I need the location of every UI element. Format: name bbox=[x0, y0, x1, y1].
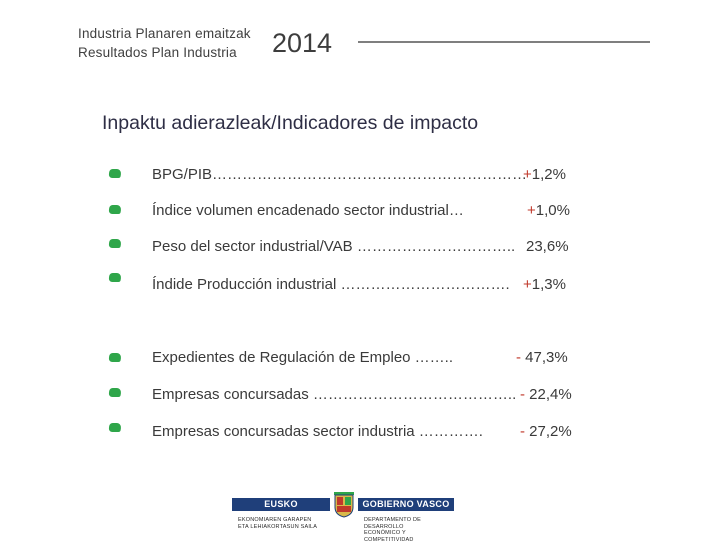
row-value-produccion: +1,3% bbox=[523, 276, 566, 293]
row-value-text: 22,4% bbox=[529, 386, 572, 403]
row-label-produccion: Índide Producción industrial ……………………………… bbox=[152, 276, 510, 293]
bullet-icon bbox=[108, 423, 122, 432]
row-value-text: 47,3% bbox=[525, 349, 568, 366]
header-line-2: Resultados Plan Industria bbox=[78, 45, 237, 60]
row-value-volumen: +1,0% bbox=[527, 202, 570, 219]
row-sign: + bbox=[527, 202, 536, 219]
row-value-concursadas-industria: - 27,2% bbox=[520, 423, 572, 440]
year-label: 2014 bbox=[272, 28, 333, 58]
logo-sub-left-2: ETA LEHIAKORTASUN SAILA bbox=[238, 523, 318, 530]
bullet-icon bbox=[108, 388, 122, 397]
row-sign: - bbox=[520, 386, 530, 403]
bullet-icon bbox=[108, 205, 122, 214]
logo-subtitle-right: DEPARTAMENTO DE DESARROLLO ECONÓMICO Y C… bbox=[364, 517, 454, 543]
row-sign: + bbox=[523, 276, 532, 293]
row-sign: - bbox=[520, 423, 530, 440]
logo-name-right: GOBIERNO VASCO bbox=[358, 498, 454, 511]
government-logo: EUSKO JAURLARITZA GOBIERNO VASCO EKONOMI… bbox=[232, 488, 454, 543]
row-value-text: 27,2% bbox=[529, 423, 572, 440]
bullet-icon bbox=[108, 353, 122, 362]
row-label-concursadas-industria: Empresas concursadas sector industria ……… bbox=[152, 423, 483, 440]
logo-sub-right-1: DEPARTAMENTO DE DESARROLLO bbox=[364, 517, 421, 530]
bullet-icon bbox=[108, 273, 122, 282]
row-label-peso: Peso del sector industrial/VAB ………………………… bbox=[152, 238, 516, 255]
row-value-text: 1,0% bbox=[535, 202, 570, 219]
header-rule bbox=[358, 41, 650, 43]
row-label-volumen: Índice volumen encadenado sector industr… bbox=[152, 202, 464, 219]
row-label-concursadas: Empresas concursadas ………………………………….. bbox=[152, 386, 517, 403]
row-label-expedientes: Expedientes de Regulación de Empleo …….. bbox=[152, 349, 454, 366]
row-value-expedientes: - 47,3% bbox=[516, 349, 568, 366]
row-value-text: 1,3% bbox=[531, 276, 566, 293]
row-value-concursadas: - 22,4% bbox=[520, 386, 572, 403]
shield-icon bbox=[334, 492, 354, 518]
logo-sub-right-2: ECONÓMICO Y COMPETITIVIDAD bbox=[364, 530, 414, 543]
header-line-1: Industria Planaren emaitzak bbox=[78, 26, 251, 41]
row-label-pib: BPG/PIB……………………………………………………… bbox=[152, 166, 528, 183]
row-value-text: 23,6% bbox=[526, 238, 569, 255]
logo-sub-left-1: EKONOMIAREN GARAPEN bbox=[238, 517, 312, 523]
bullet-icon bbox=[108, 169, 122, 178]
row-value-pib: +1,2% bbox=[523, 166, 566, 183]
logo-name-left: EUSKO JAURLARITZA bbox=[232, 498, 330, 522]
row-value-text: 1,2% bbox=[531, 166, 566, 183]
row-sign: + bbox=[523, 166, 532, 183]
row-sign: - bbox=[516, 349, 526, 366]
bullet-icon bbox=[108, 239, 122, 248]
section-title: Inpaktu adierazleak/Indicadores de impac… bbox=[102, 112, 479, 134]
row-value-peso: 23,6% bbox=[526, 238, 569, 255]
logo-subtitle-left: EKONOMIAREN GARAPEN ETA LEHIAKORTASUN SA… bbox=[238, 517, 317, 530]
